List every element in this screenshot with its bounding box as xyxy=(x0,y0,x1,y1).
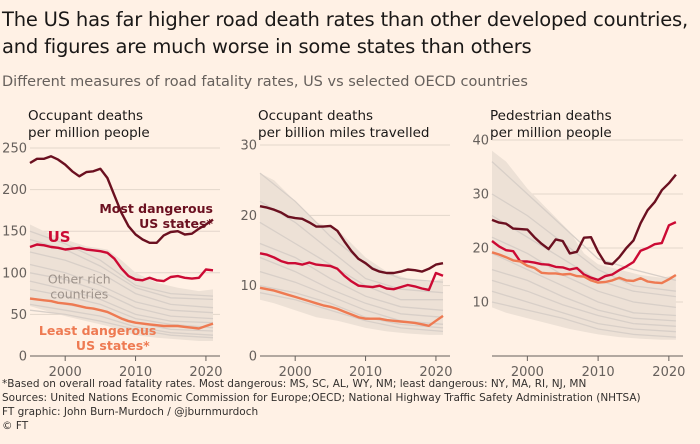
panel-title-line-1: Pedestrian deaths xyxy=(490,108,612,124)
other-country-line xyxy=(491,279,676,327)
series-line-us xyxy=(259,252,444,292)
other-country-line xyxy=(259,172,444,283)
y-tick-label: 200 xyxy=(2,183,27,198)
panel-title-line-1: Occupant deaths xyxy=(258,108,373,124)
x-tick-label: 2010 xyxy=(582,365,615,380)
y-tick-label: 40 xyxy=(472,134,489,149)
panel-title-line-2: per million people xyxy=(490,125,612,141)
x-tick-label: 2020 xyxy=(189,365,222,380)
y-tick-label: 20 xyxy=(472,242,489,257)
other-country-line xyxy=(259,256,444,318)
x-tick-label: 2020 xyxy=(652,365,685,380)
y-tick-label: 10 xyxy=(472,296,489,311)
annotation-other: countries xyxy=(50,287,108,302)
annotation-most: US states* xyxy=(139,216,213,231)
x-tick-label: 2000 xyxy=(511,365,544,380)
series-line-least xyxy=(491,251,677,285)
y-tick-label: 250 xyxy=(2,142,27,157)
x-tick-label: 2020 xyxy=(419,365,452,380)
chart-title: The US has far higher road death rates t… xyxy=(2,6,692,60)
other-country-line xyxy=(29,272,214,320)
x-tick-label: 2010 xyxy=(119,365,152,380)
y-tick-label: 10 xyxy=(240,279,257,294)
x-tick-label: 2000 xyxy=(49,365,82,380)
annotation-us: US xyxy=(48,228,71,246)
series-line-least xyxy=(259,286,444,328)
title-line-2: and figures are much worse in some state… xyxy=(2,35,532,58)
series-line-most xyxy=(259,205,444,275)
other-country-line xyxy=(491,252,676,317)
annotation-most: Most dangerous xyxy=(99,201,213,216)
series-line-most xyxy=(491,173,677,266)
other-country-line xyxy=(29,309,214,339)
other-country-line xyxy=(259,200,444,294)
y-tick-label: 0 xyxy=(19,350,27,365)
other-country-line xyxy=(29,230,214,297)
other-country-line xyxy=(491,193,676,292)
other-country-line xyxy=(491,236,676,309)
copyright: © FT xyxy=(2,420,29,432)
y-tick-label: 30 xyxy=(240,139,257,154)
x-tick-label: 2010 xyxy=(349,365,382,380)
other-country-line xyxy=(29,263,214,314)
other-country-line xyxy=(491,301,676,338)
x-tick-label: 2000 xyxy=(279,365,312,380)
y-tick-label: 50 xyxy=(10,308,27,323)
other-country-line xyxy=(259,242,444,311)
series-line-least xyxy=(29,297,214,330)
other-country-line xyxy=(259,292,444,333)
series-line-us xyxy=(29,243,214,283)
other-country-line xyxy=(491,268,676,322)
series-line-most xyxy=(29,155,214,245)
other-country-line xyxy=(491,290,676,333)
other-countries-band xyxy=(492,150,676,340)
y-tick-label: 20 xyxy=(240,209,257,224)
chart-subtitle: Different measures of road fatality rate… xyxy=(2,74,528,90)
title-line-1: The US has far higher road death rates t… xyxy=(2,8,688,31)
sources: Sources: United Nations Economic Commiss… xyxy=(2,392,641,404)
y-tick-label: 30 xyxy=(472,188,489,203)
credit: FT graphic: John Burn-Murdoch / @jburnmu… xyxy=(2,406,259,418)
other-country-line xyxy=(259,221,443,301)
footnote: *Based on overall road fatality rates. M… xyxy=(2,378,587,390)
other-country-line xyxy=(29,251,214,309)
panel-title-line-1: Occupant deaths xyxy=(28,108,143,124)
y-tick-label: 100 xyxy=(2,266,27,281)
annotation-least: Least dangerous xyxy=(39,323,156,338)
panel-title-line-2: per billion miles travelled xyxy=(258,125,429,141)
series-line-us xyxy=(491,221,677,282)
other-country-line xyxy=(29,280,214,324)
y-tick-label: 0 xyxy=(249,350,257,365)
annotation-other: Other rich xyxy=(48,272,111,287)
y-tick-label: 150 xyxy=(2,225,27,240)
other-country-line xyxy=(29,303,214,336)
other-country-line xyxy=(259,285,444,329)
annotation-least: US states* xyxy=(76,338,150,353)
panel-title-line-2: per million people xyxy=(28,125,150,141)
